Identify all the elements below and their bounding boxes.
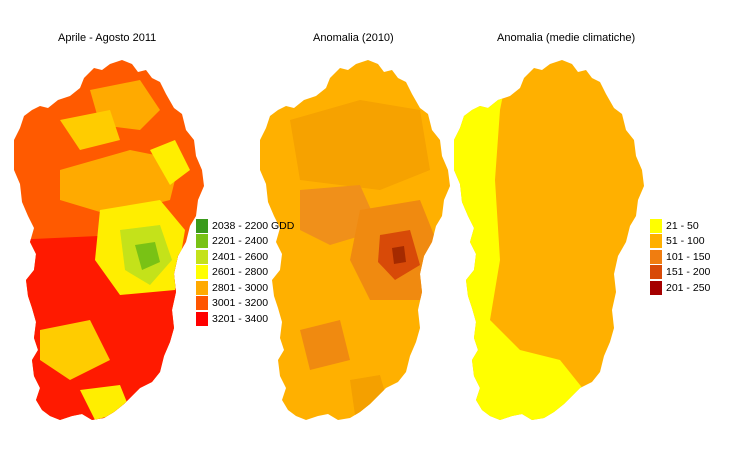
- legend-gdd-item: 3201 - 3400: [196, 311, 294, 327]
- legend-swatch: [196, 249, 208, 264]
- legend-anomaly: 21 - 50 51 - 100 101 - 150 151 - 200 201…: [650, 218, 710, 296]
- legend-label: 2401 - 2600: [212, 250, 269, 263]
- legend-anomaly-item: 21 - 50: [650, 218, 710, 234]
- legend-label: 3001 - 3200: [212, 297, 269, 310]
- legend-swatch: [196, 265, 208, 280]
- legend-swatch: [650, 249, 662, 264]
- legend-label: 2038 - 2200 GDD: [212, 219, 295, 232]
- legend-swatch: [650, 218, 662, 233]
- legend-anomaly-item: 51 - 100: [650, 234, 710, 250]
- legend-swatch: [196, 280, 208, 295]
- legend-label: 201 - 250: [666, 281, 711, 294]
- legend-label: 151 - 200: [666, 266, 711, 279]
- legend-gdd-item: 2401 - 2600: [196, 249, 294, 265]
- legend-label: 2601 - 2800: [212, 266, 269, 279]
- legend-label: 2801 - 3000: [212, 281, 269, 294]
- map-anomaly-2010: [260, 60, 450, 420]
- legend-swatch: [650, 280, 662, 295]
- legend-anomaly-item: 101 - 150: [650, 249, 710, 265]
- panel-title-gdd: Aprile - Agosto 2011: [58, 32, 157, 44]
- legend-swatch: [650, 265, 662, 280]
- legend-label: 3201 - 3400: [212, 312, 269, 325]
- legend-label: 21 - 50: [666, 219, 699, 232]
- legend-gdd-item: 3001 - 3200: [196, 296, 294, 312]
- legend-gdd-item: 2201 - 2400: [196, 234, 294, 250]
- map-anomaly-climate: [454, 60, 644, 420]
- panel-title-anomaly-climate: Anomalia (medie climatiche): [497, 32, 636, 44]
- legend-swatch: [196, 311, 208, 326]
- legend-gdd-item: 2601 - 2800: [196, 265, 294, 281]
- legend-label: 2201 - 2400: [212, 235, 269, 248]
- legend-swatch: [196, 234, 208, 249]
- legend-label: 101 - 150: [666, 250, 711, 263]
- panel-title-anomaly-2010: Anomalia (2010): [313, 32, 394, 44]
- legend-swatch: [196, 296, 208, 311]
- legend-label: 51 - 100: [666, 235, 705, 248]
- legend-swatch: [650, 234, 662, 249]
- legend-gdd-item: 2038 - 2200 GDD: [196, 218, 294, 234]
- legend-gdd-item: 2801 - 3000: [196, 280, 294, 296]
- legend-swatch: [196, 218, 208, 233]
- legend-gdd: 2038 - 2200 GDD 2201 - 2400 2401 - 2600 …: [196, 218, 294, 327]
- map-gdd: [14, 60, 204, 420]
- legend-anomaly-item: 201 - 250: [650, 280, 710, 296]
- legend-anomaly-item: 151 - 200: [650, 265, 710, 281]
